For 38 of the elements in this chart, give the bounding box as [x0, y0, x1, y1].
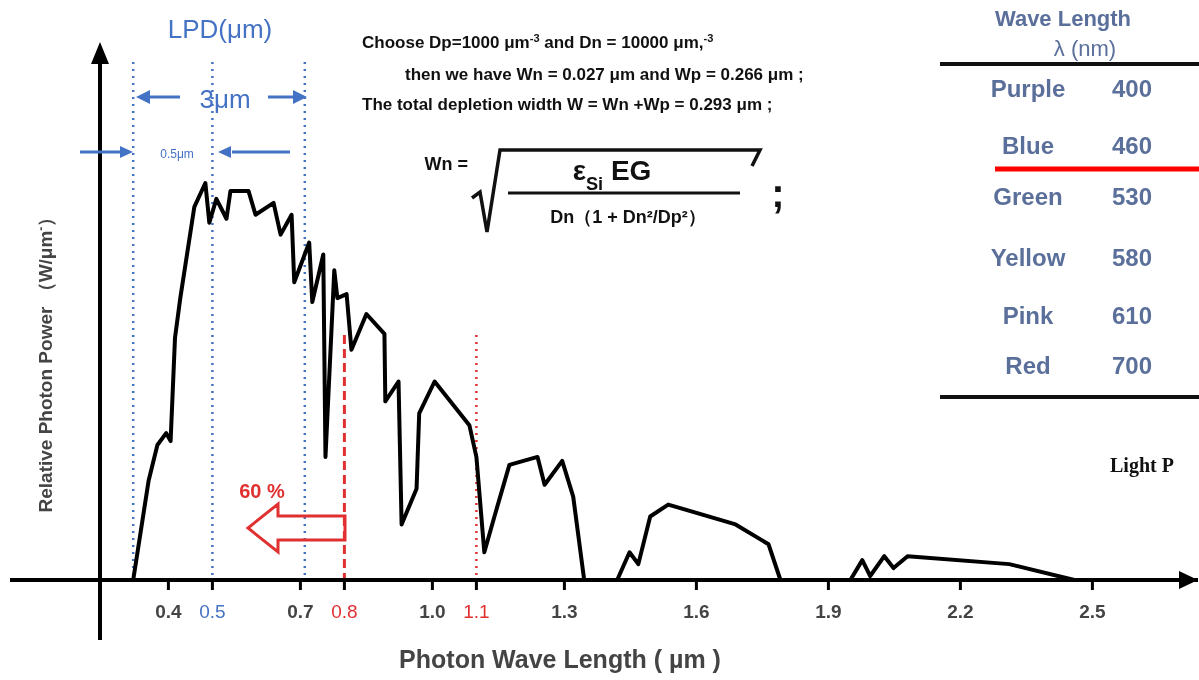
text: Choose Dp=1000 μm$^{-3}$ and Dn = 10000 μm,$^{-3}$	[362, 32, 714, 52]
annotation: Red	[1005, 352, 1051, 379]
x-tick-label: 1.0	[419, 601, 446, 622]
x-tick-label: 0.5	[199, 601, 226, 622]
text: LPD(μm)	[167, 14, 273, 44]
x-tick-label: 0.7	[287, 601, 314, 622]
text: Purple	[990, 75, 1066, 102]
text: 0.5μm	[160, 147, 194, 161]
annotation: Light P	[1110, 454, 1174, 477]
x-tick-label: 2.5	[1079, 601, 1107, 622]
annotation: 580	[1111, 244, 1153, 271]
annotation: Yellow	[990, 244, 1066, 271]
annotation: ε$_{Si}$ EG	[572, 155, 652, 194]
x-axis-title: Photon Wave Length ( µm )	[399, 645, 721, 673]
x-tick-label: 2.2	[947, 601, 974, 622]
text: Wn =	[424, 154, 468, 174]
annotation: 530	[1111, 183, 1153, 210]
annotation: Dn（1 + Dn²/Dp²）	[550, 207, 706, 227]
x-tick-label: 0.4	[155, 601, 183, 622]
annotation: 610	[1111, 302, 1153, 329]
annotation: ;	[771, 171, 785, 215]
text: 3μm	[199, 84, 251, 114]
text: then we have Wn = 0.027 μm and Wp = 0.266 μm ;	[405, 65, 804, 84]
x-tick-label: 1.6	[683, 601, 710, 622]
text: Blue	[1001, 132, 1055, 159]
x-tick-label: 1.1	[463, 601, 490, 622]
text: 400	[1111, 75, 1153, 102]
text: Wave Length	[994, 6, 1132, 31]
text: The total depletion width W = Wn +Wp = 0.293 μm ;	[362, 95, 773, 114]
text: 460	[1111, 132, 1153, 159]
annotation: 60 %	[239, 480, 286, 502]
text: λ (nm)	[1053, 36, 1117, 61]
x-tick-label: 1.9	[815, 601, 842, 622]
annotation: 700	[1111, 352, 1153, 379]
annotation: Green	[993, 183, 1063, 210]
x-tick-label: 1.3	[551, 601, 578, 622]
annotation: Pink	[1002, 302, 1054, 329]
x-tick-label: 0.8	[331, 601, 358, 622]
